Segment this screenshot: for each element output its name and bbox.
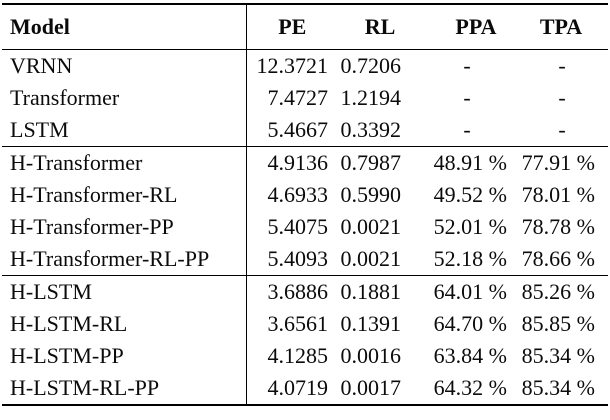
value-cell: 52.01 % <box>433 214 507 239</box>
value-cell: 48.91 % <box>433 150 507 175</box>
table-row: VRNN 12.3721 0.7206 - - <box>2 49 608 82</box>
value-cell: 0.7206 <box>340 53 402 78</box>
row-group-baselines: VRNN 12.3721 0.7206 - - Transformer 7.4727 1.21… <box>2 49 608 147</box>
column-header-rl: RL <box>364 14 396 39</box>
value-cell: 0.3392 <box>340 117 402 142</box>
value-cell: 12.3721 <box>256 53 329 78</box>
row-group-h-transformer-variants: H-Transformer 4.9136 0.7987 48.91 % 77.91 % H… <box>2 146 608 276</box>
model-cell: VRNN <box>2 49 247 82</box>
value-cell: 0.0017 <box>340 375 402 400</box>
value-cell: - <box>558 117 566 142</box>
table-row: H-LSTM-RL 3.6561 0.1391 64.70 % 85.85 % <box>2 308 608 340</box>
value-cell: - <box>558 53 566 78</box>
table-row: H-Transformer 4.9136 0.7987 48.91 % 77.91 % <box>2 146 608 179</box>
table-row: H-LSTM-PP 4.1285 0.0016 63.84 % 85.34 % <box>2 340 608 372</box>
value-cell: 3.6886 <box>267 279 329 304</box>
value-cell: 5.4075 <box>267 214 329 239</box>
value-cell: 85.34 % <box>521 343 595 368</box>
column-header-ppa: PPA <box>455 14 497 39</box>
row-group-h-lstm-variants: H-LSTM 3.6886 0.1881 64.01 % 85.26 % H-LSTM-R… <box>2 275 608 405</box>
table-row: H-Transformer-RL-PP 5.4093 0.0021 52.18 % 78… <box>2 243 608 276</box>
value-cell: 78.01 % <box>521 182 595 207</box>
table-row: H-Transformer-RL 4.6933 0.5990 49.52 % 78.01… <box>2 179 608 211</box>
table-header: Model PE RL PPA TPA <box>2 4 608 50</box>
model-cell: Transformer <box>2 82 247 114</box>
model-cell: LSTM <box>2 114 247 147</box>
value-cell: 3.6561 <box>267 311 329 336</box>
value-cell: 85.26 % <box>521 279 595 304</box>
column-header-pe: PE <box>278 14 307 39</box>
model-cell: H-LSTM-RL-PP <box>2 372 247 405</box>
model-cell: H-Transformer-PP <box>2 211 247 243</box>
value-cell: 0.0016 <box>340 343 402 368</box>
value-cell: 1.2194 <box>340 85 402 110</box>
column-header-model: Model <box>2 4 247 50</box>
value-cell: 0.1881 <box>340 279 402 304</box>
value-cell: 0.0021 <box>340 214 402 239</box>
value-cell: 52.18 % <box>433 246 507 271</box>
value-cell: 4.6933 <box>267 182 329 207</box>
value-cell: 5.4093 <box>267 246 329 271</box>
value-cell: 0.0021 <box>340 246 402 271</box>
model-cell: H-LSTM-RL <box>2 308 247 340</box>
table-row: H-LSTM 3.6886 0.1881 64.01 % 85.26 % <box>2 275 608 308</box>
table-row: Transformer 7.4727 1.2194 - - <box>2 82 608 114</box>
value-cell: 0.7987 <box>340 150 402 175</box>
value-cell: 85.85 % <box>521 311 595 336</box>
value-cell: 4.0719 <box>267 375 329 400</box>
table-row: H-Transformer-PP 5.4075 0.0021 52.01 % 78.78… <box>2 211 608 243</box>
value-cell: 78.66 % <box>521 246 595 271</box>
value-cell: 7.4727 <box>267 85 329 110</box>
value-cell: 4.9136 <box>267 150 329 175</box>
model-cell: H-Transformer <box>2 146 247 179</box>
value-cell: - <box>463 53 471 78</box>
value-cell: 5.4667 <box>267 117 329 142</box>
value-cell: 85.34 % <box>521 375 595 400</box>
value-cell: - <box>463 85 471 110</box>
model-cell: H-LSTM-PP <box>2 340 247 372</box>
value-cell: 0.1391 <box>340 311 402 336</box>
header-row: Model PE RL PPA TPA <box>2 4 608 50</box>
column-header-tpa: TPA <box>539 14 583 39</box>
model-cell: H-Transformer-RL <box>2 179 247 211</box>
value-cell: 4.1285 <box>267 343 329 368</box>
table-row: LSTM 5.4667 0.3392 - - <box>2 114 608 147</box>
table-row: H-LSTM-RL-PP 4.0719 0.0017 64.32 % 85.34 % <box>2 372 608 405</box>
value-cell: 77.91 % <box>521 150 595 175</box>
value-cell: 0.5990 <box>340 182 402 207</box>
value-cell: 64.70 % <box>433 311 507 336</box>
value-cell: 63.84 % <box>433 343 507 368</box>
value-cell: - <box>463 117 471 142</box>
value-cell: - <box>558 85 566 110</box>
value-cell: 64.32 % <box>433 375 507 400</box>
value-cell: 49.52 % <box>433 182 507 207</box>
model-cell: H-Transformer-RL-PP <box>2 243 247 276</box>
value-cell: 78.78 % <box>521 214 595 239</box>
model-cell: H-LSTM <box>2 275 247 308</box>
value-cell: 64.01 % <box>433 279 507 304</box>
results-table: Model PE RL PPA TPA VRNN 12.3721 0.7206- - T… <box>2 3 608 406</box>
